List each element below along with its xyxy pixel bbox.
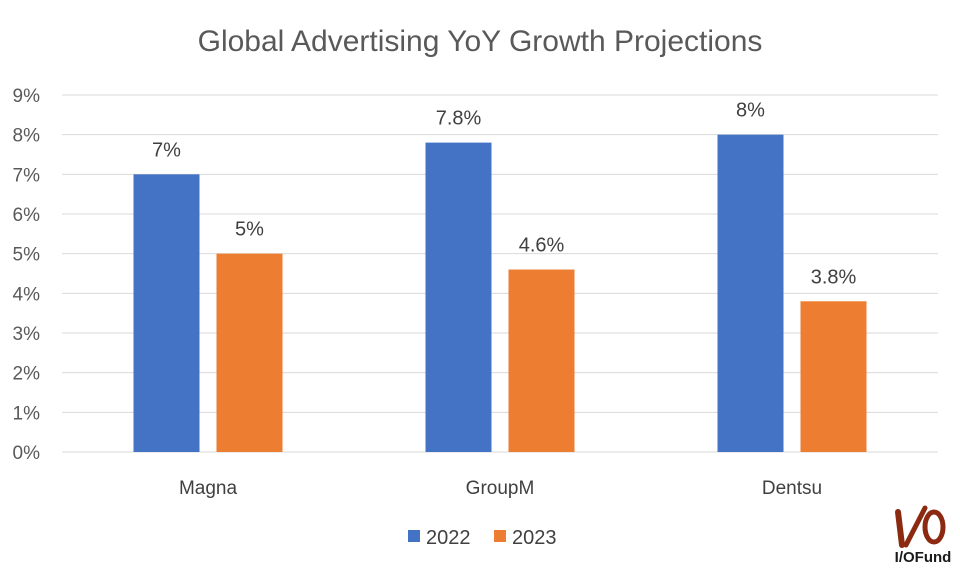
y-tick-label: 7% <box>13 165 41 186</box>
y-tick-label: 1% <box>13 403 41 424</box>
y-tick-label: 5% <box>13 245 41 266</box>
gridlines <box>62 94 938 453</box>
y-tick-label: 3% <box>13 324 41 345</box>
data-label: 8% <box>736 100 765 122</box>
bar-2023-magna <box>216 253 283 452</box>
legend-label-2023: 2023 <box>512 527 557 549</box>
legend-label-2022: 2022 <box>426 527 471 549</box>
data-label: 7.8% <box>436 108 482 130</box>
bar-2022-dentsu <box>717 134 784 452</box>
x-category-label: GroupM <box>466 478 535 499</box>
y-tick-label: 6% <box>13 205 41 226</box>
y-tick-label: 4% <box>13 284 41 305</box>
bar-2022-groupm <box>425 142 492 452</box>
y-tick-label: 0% <box>13 443 41 464</box>
y-tick-label: 8% <box>13 126 41 147</box>
legend: 2022 2023 <box>408 527 557 549</box>
legend-swatch-2022 <box>408 530 420 542</box>
chart-title: Global Advertising YoY Growth Projection… <box>198 25 763 58</box>
data-label: 5% <box>235 219 264 241</box>
data-label: 3.8% <box>811 266 857 288</box>
x-category-label: Magna <box>179 478 238 499</box>
y-axis-ticks: 0% 1% 2% 3% 4% 5% 6% 7% 8% 9% <box>13 86 41 464</box>
legend-swatch-2023 <box>494 530 506 542</box>
iofund-logo: I/OFund <box>895 505 952 566</box>
iofund-logo-mark-icon <box>895 505 946 548</box>
bar-2023-dentsu <box>800 301 867 452</box>
bar-2022-magna <box>133 174 200 453</box>
x-axis-categories: Magna GroupM Dentsu <box>179 478 822 499</box>
bars <box>133 134 867 453</box>
data-label: 7% <box>152 139 181 161</box>
y-tick-label: 9% <box>13 86 41 107</box>
data-label: 4.6% <box>519 235 565 257</box>
bar-2023-groupm <box>508 269 575 452</box>
iofund-logo-text: I/OFund <box>895 549 952 566</box>
x-category-label: Dentsu <box>762 478 822 499</box>
data-labels: 7% 5% 7.8% 4.6% 8% 3.8% <box>152 100 856 289</box>
y-tick-label: 2% <box>13 364 41 385</box>
